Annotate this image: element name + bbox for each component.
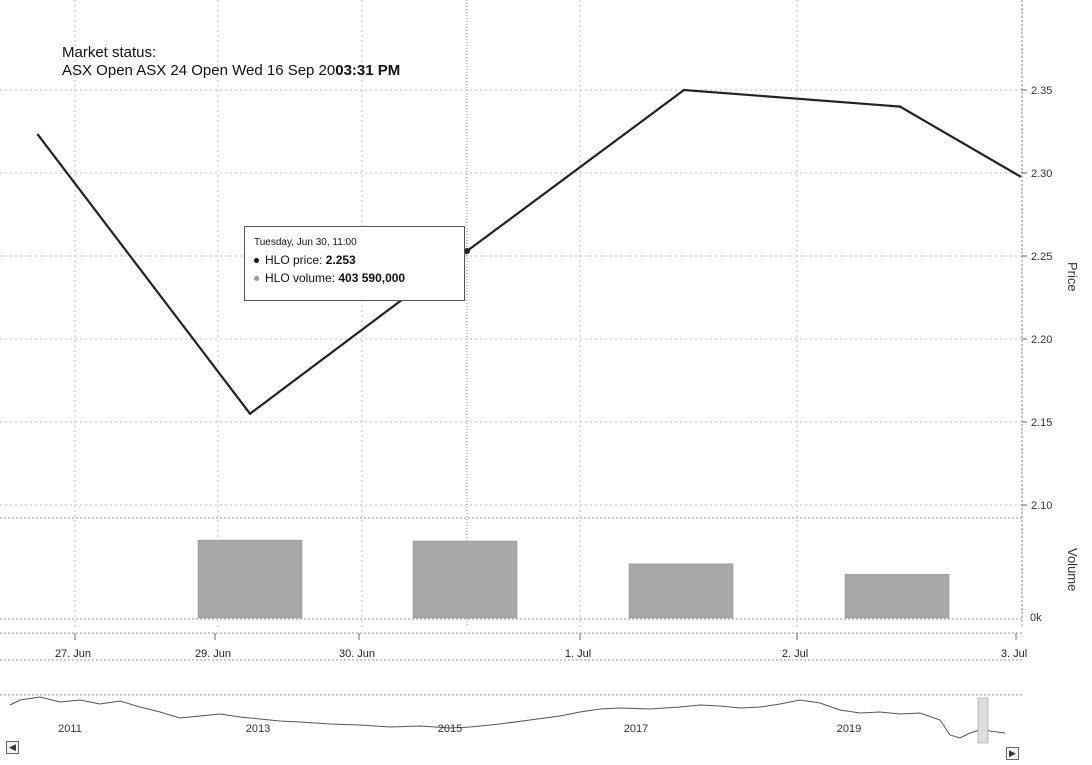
time-tick-label: 29. Jun — [195, 648, 231, 660]
tooltip-volume-value: 403 590,000 — [338, 271, 406, 285]
price-tick-label: 2.30 — [1031, 168, 1052, 180]
price-tick-label: 2.25 — [1031, 251, 1052, 263]
price-point — [36, 133, 40, 137]
price-tick-label: 2.20 — [1031, 334, 1052, 346]
volume-bar — [844, 574, 950, 619]
volume-bars: 0k — [197, 539, 1042, 624]
scroll-left-button[interactable]: ◀ — [6, 741, 19, 754]
navigator-year-label: 2019 — [837, 723, 861, 735]
tooltip-price-row: HLO price: 2.253 — [254, 251, 464, 269]
data-tooltip: Tuesday, Jun 30, 11:00 HLO price: 2.253 … — [244, 226, 465, 301]
market-status: Market status: ASX Open ASX 24 Open Wed … — [62, 44, 400, 80]
price-point — [248, 412, 252, 415]
price-axis: 2.10 2.15 2.20 2.25 2.30 2.35 — [1021, 0, 1052, 625]
navigator-year-label: 2013 — [246, 723, 270, 735]
navigator-year-label: 2011 — [58, 723, 82, 735]
navigator-series — [9, 696, 1006, 739]
time-tick-label: 1. Jul — [565, 648, 591, 660]
navigator-year-label: 2015 — [438, 723, 462, 735]
hover-marker — [464, 248, 470, 255]
volume-tick-label: 0k — [1030, 612, 1042, 624]
price-point — [1018, 175, 1022, 178]
tooltip-price-value: 2.253 — [325, 253, 356, 267]
tooltip-volume-label: HLO volume: — [265, 271, 339, 285]
price-point — [898, 105, 902, 108]
market-status-text: ASX Open ASX 24 Open Wed 16 Sep 2003:31 … — [62, 62, 400, 80]
volume-dot-icon — [254, 276, 259, 282]
scroll-right-button[interactable]: ▶ — [1006, 747, 1019, 760]
volume-bar — [197, 539, 303, 619]
navigator-year-label: 2017 — [624, 723, 648, 735]
market-status-time: 03:31 PM — [335, 62, 401, 79]
market-status-body: ASX Open ASX 24 Open Wed 16 Sep 20 — [62, 62, 336, 79]
volume-bar — [628, 563, 734, 619]
volume-axis-title: Volume — [1065, 548, 1080, 591]
time-tick-label: 2. Jul — [782, 648, 808, 660]
price-series — [36, 88, 1022, 416]
tooltip-price-label: HLO price: — [265, 253, 326, 267]
time-tick-label: 3. Jul — [1001, 648, 1027, 660]
price-tick-label: 2.35 — [1031, 85, 1052, 97]
tooltip-title: Tuesday, Jun 30, 11:00 — [254, 237, 357, 248]
price-dot-icon — [254, 258, 259, 264]
price-tick-label: 2.10 — [1031, 500, 1052, 512]
navigator-handle — [977, 697, 989, 744]
time-tick-label: 27. Jun — [55, 648, 91, 660]
market-status-label: Market status: — [62, 44, 157, 61]
navigator[interactable]: 2011 2013 2015 2017 2019 — [0, 694, 1022, 744]
price-line — [37, 88, 1021, 416]
tooltip-volume-row: HLO volume: 403 590,000 — [254, 269, 464, 287]
price-point — [682, 88, 686, 92]
price-tick-label: 2.15 — [1031, 417, 1052, 429]
volume-bar — [412, 540, 518, 619]
time-axis: 27. Jun 29. Jun 30. Jun 1. Jul 2. Jul 3. Jul — [55, 633, 1027, 660]
time-tick-label: 30. Jun — [339, 648, 375, 660]
price-axis-title: Price — [1065, 262, 1080, 292]
